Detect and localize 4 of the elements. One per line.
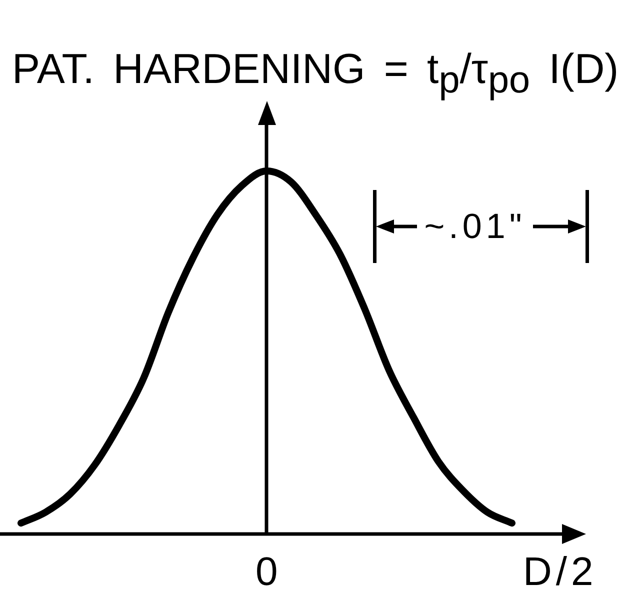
x-axis-title: D/2 <box>523 550 598 591</box>
text: 0 <box>256 550 278 591</box>
annotation: ~.01" <box>424 207 526 246</box>
chart-title: PAT. HARDENING = t$_{p}$/τ$_{po}$ I(D) <box>12 45 619 102</box>
